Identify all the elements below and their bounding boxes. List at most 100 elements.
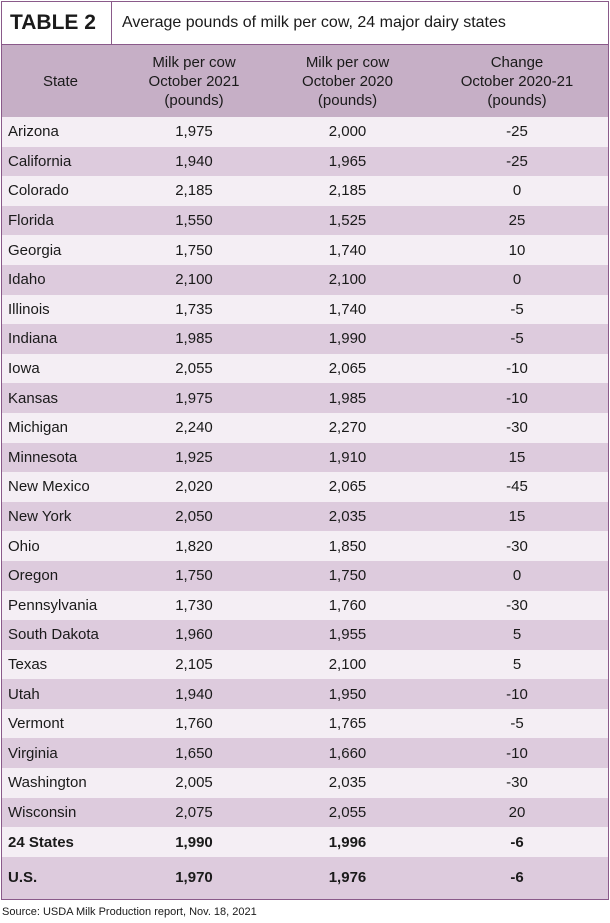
table-row: Idaho 2,100 2,100 0	[2, 264, 608, 295]
row-label: South Dakota	[2, 620, 119, 650]
table-cell: 0	[426, 176, 608, 206]
table-cell: 1,940	[119, 146, 269, 177]
row-label: Indiana	[2, 324, 119, 354]
row-label: Washington	[2, 768, 119, 798]
table-cell: 1,740	[269, 294, 426, 325]
table-row: Colorado 2,185 2,185 0	[2, 176, 608, 206]
table-row: Ohio 1,820 1,850 -30	[2, 531, 608, 561]
column-header: State	[2, 45, 119, 117]
table-row: South Dakota 1,960 1,955 5	[2, 620, 608, 650]
table-cell: 1,985	[269, 383, 426, 413]
table-cell: 1,730	[119, 590, 269, 621]
table-cell: 2,075	[119, 797, 269, 828]
row-label: Florida	[2, 205, 119, 236]
table-cell: 1,996	[269, 827, 426, 857]
table-cell: 1,850	[269, 531, 426, 561]
table-cell: 2,055	[269, 797, 426, 828]
table-row: Wisconsin 2,075 2,055 20	[2, 797, 608, 828]
table-cell: 1,925	[119, 442, 269, 473]
row-label: U.S.	[2, 856, 119, 899]
header-row: State Milk per cow October 2021 (pounds) M…	[2, 45, 608, 117]
table-row: U.S. 1,970 1,976 -6	[2, 856, 608, 899]
table-cell: 2,020	[119, 472, 269, 502]
table-cell: 1,760	[119, 708, 269, 739]
table-cell: -10	[426, 353, 608, 384]
row-label: California	[2, 146, 119, 177]
table-row: Florida 1,550 1,525 25	[2, 205, 608, 236]
column-header: Milk per cow October 2020 (pounds)	[269, 45, 426, 117]
row-label: Arizona	[2, 117, 119, 147]
table-cell: 1,960	[119, 620, 269, 650]
row-label: Oregon	[2, 560, 119, 591]
table-cell: 1,820	[119, 531, 269, 561]
table-title: Average pounds of milk per cow, 24 major…	[122, 14, 506, 31]
table-cell: 1,955	[269, 620, 426, 650]
table-row: New York 2,050 2,035 15	[2, 501, 608, 532]
row-label: Minnesota	[2, 442, 119, 473]
table-cell: 1,990	[269, 324, 426, 354]
table-cell: 2,270	[269, 412, 426, 443]
row-label: Kansas	[2, 383, 119, 413]
table-cell: -6	[426, 827, 608, 857]
table-cell: 2,065	[269, 472, 426, 502]
table-cell: 2,055	[119, 353, 269, 384]
row-label: Pennsylvania	[2, 590, 119, 621]
table-cell: -5	[426, 294, 608, 325]
row-label: Texas	[2, 649, 119, 680]
table-cell: 1,940	[119, 679, 269, 709]
table-row: Arizona 1,975 2,000 -25	[2, 117, 608, 147]
table-cell: -10	[426, 383, 608, 413]
column-header: Milk per cow October 2021 (pounds)	[119, 45, 269, 117]
table-cell: -30	[426, 531, 608, 561]
column-header: Change October 2020-21 (pounds)	[426, 45, 608, 117]
table-label: TABLE 2	[2, 2, 112, 44]
row-label: Colorado	[2, 176, 119, 206]
table-cell: 1,975	[119, 117, 269, 147]
table-row: New Mexico 2,020 2,065 -45	[2, 472, 608, 502]
table-cell: 2,005	[119, 768, 269, 798]
table-cell: 0	[426, 264, 608, 295]
table-cell: 15	[426, 442, 608, 473]
table-cell: 1,910	[269, 442, 426, 473]
data-table: State Milk per cow October 2021 (pounds) M…	[2, 45, 608, 899]
table-cell: 2,035	[269, 501, 426, 532]
table-cell: 1,735	[119, 294, 269, 325]
row-label: Virginia	[2, 738, 119, 769]
table-row: Michigan 2,240 2,270 -30	[2, 412, 608, 443]
table-row: California 1,940 1,965 -25	[2, 146, 608, 177]
row-label: Wisconsin	[2, 797, 119, 828]
table-row: Oregon 1,750 1,750 0	[2, 560, 608, 591]
table-cell: 25	[426, 205, 608, 236]
table-cell: 1,975	[119, 383, 269, 413]
table-cell: 1,950	[269, 679, 426, 709]
table-cell: 1,990	[119, 827, 269, 857]
table-cell: 2,000	[269, 117, 426, 147]
row-label: Ohio	[2, 531, 119, 561]
table-cell: 1,525	[269, 205, 426, 236]
table-cell: 1,750	[269, 560, 426, 591]
row-label: Iowa	[2, 353, 119, 384]
table-cell: 0	[426, 560, 608, 591]
table-row: Iowa 2,055 2,065 -10	[2, 353, 608, 384]
table-row: Utah 1,940 1,950 -10	[2, 679, 608, 709]
table-card: TABLE 2 Average pounds of milk per cow, …	[1, 1, 609, 900]
table-cell: -30	[426, 412, 608, 443]
table-cell: 1,550	[119, 205, 269, 236]
table-row: Washington 2,005 2,035 -30	[2, 768, 608, 798]
table-cell: -6	[426, 856, 608, 899]
row-label: New Mexico	[2, 472, 119, 502]
table-row: Indiana 1,985 1,990 -5	[2, 324, 608, 354]
table-cell: 1,750	[119, 560, 269, 591]
table-cell: 2,100	[119, 264, 269, 295]
table-cell: 1,985	[119, 324, 269, 354]
table-cell: 1,650	[119, 738, 269, 769]
table-cell: 5	[426, 649, 608, 680]
table-row: Minnesota 1,925 1,910 15	[2, 442, 608, 473]
table-cell: 2,105	[119, 649, 269, 680]
table-cell: 2,185	[269, 176, 426, 206]
table-cell: 1,976	[269, 856, 426, 899]
table-cell: 1,660	[269, 738, 426, 769]
table-cell: 2,100	[269, 264, 426, 295]
table-row: Virginia 1,650 1,660 -10	[2, 738, 608, 769]
table-cell: 20	[426, 797, 608, 828]
